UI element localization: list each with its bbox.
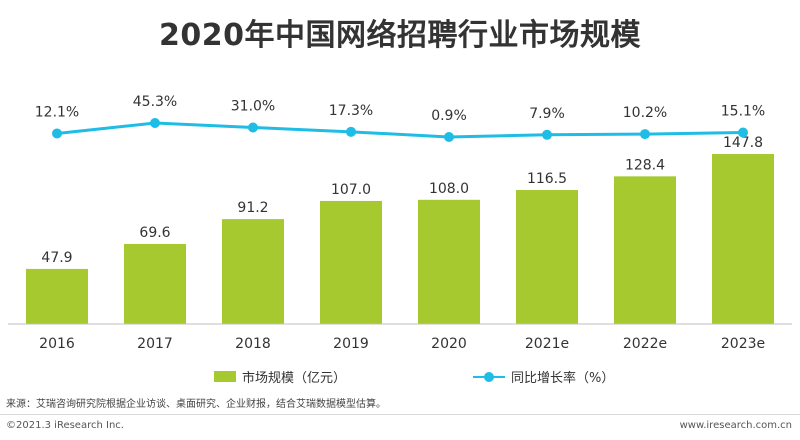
line-value-label: 12.1% [35, 104, 79, 120]
line-value-label: 31.0% [231, 99, 275, 115]
x-axis-tick-labels: 2016 2017 2018 2019 2020 2021e 2022e 2023e [39, 336, 765, 352]
bar-value-label: 91.2 [237, 200, 268, 216]
bar [516, 190, 578, 324]
legend-item-bar: 市场规模（亿元） [214, 367, 346, 386]
bar [418, 199, 480, 324]
legend-line-label: 同比增长率（%） [511, 371, 615, 386]
line-point [542, 129, 552, 140]
x-tick-label: 2020 [431, 336, 467, 352]
bar-value-label: 107.0 [331, 182, 371, 198]
source-note: 来源：艾瑞咨询研究院根据企业访谈、桌面研究、企业财报，结合艾瑞数据模型估算。 [6, 399, 386, 410]
line-value-label: 45.3% [133, 94, 177, 110]
bar-value-label: 147.8 [723, 135, 763, 151]
website-text: www.iresearch.com.cn [679, 420, 792, 431]
line-point [738, 127, 748, 138]
bar-value-label: 69.6 [139, 225, 170, 241]
bar [712, 154, 774, 324]
x-tick-label: 2016 [39, 336, 75, 352]
legend-line-swatch [473, 371, 505, 383]
line-point [346, 126, 356, 137]
line-point [640, 129, 650, 140]
line-point [150, 118, 160, 128]
legend-bar-label: 市场规模（亿元） [242, 371, 347, 386]
bar-series: 47.9 69.6 91.2 107.0 108.0 116.5 128.4 147.8 [26, 135, 774, 324]
x-tick-label: 2018 [235, 336, 271, 352]
legend-bar-swatch [214, 371, 236, 382]
bar [26, 268, 88, 324]
line-value-label: 7.9% [529, 106, 565, 122]
x-tick-label: 2023e [721, 336, 765, 352]
line-value-label: 15.1% [721, 104, 765, 120]
legend-item-line: 同比增长率（%） [473, 367, 614, 386]
footer-divider [0, 414, 800, 415]
line-point [248, 122, 258, 133]
bar [614, 176, 676, 324]
line-value-label: 17.3% [329, 103, 373, 119]
x-tick-label: 2017 [137, 336, 173, 352]
bar [222, 219, 284, 324]
bar-value-label: 128.4 [625, 157, 665, 173]
copyright-text: ©2021.3 iResearch Inc. [6, 420, 124, 431]
line-point [444, 132, 454, 142]
x-tick-label: 2022e [623, 336, 667, 352]
bar [124, 243, 186, 324]
chart-title: 2020年中国网络招聘行业市场规模 [159, 18, 641, 53]
bar-value-label: 47.9 [41, 250, 72, 266]
line-value-label: 0.9% [431, 108, 467, 124]
bar-value-label: 116.5 [527, 171, 567, 187]
bar-value-label: 108.0 [429, 181, 469, 197]
x-tick-label: 2019 [333, 336, 369, 352]
growth-line [56, 121, 744, 139]
line-series: 12.1% 45.3% 31.0% 17.3% 0.9% 7.9% 10.2% 15.1% [35, 94, 765, 142]
line-point [52, 128, 62, 139]
line-value-label: 10.2% [623, 105, 667, 121]
bar [320, 200, 382, 324]
x-tick-label: 2021e [525, 336, 569, 352]
